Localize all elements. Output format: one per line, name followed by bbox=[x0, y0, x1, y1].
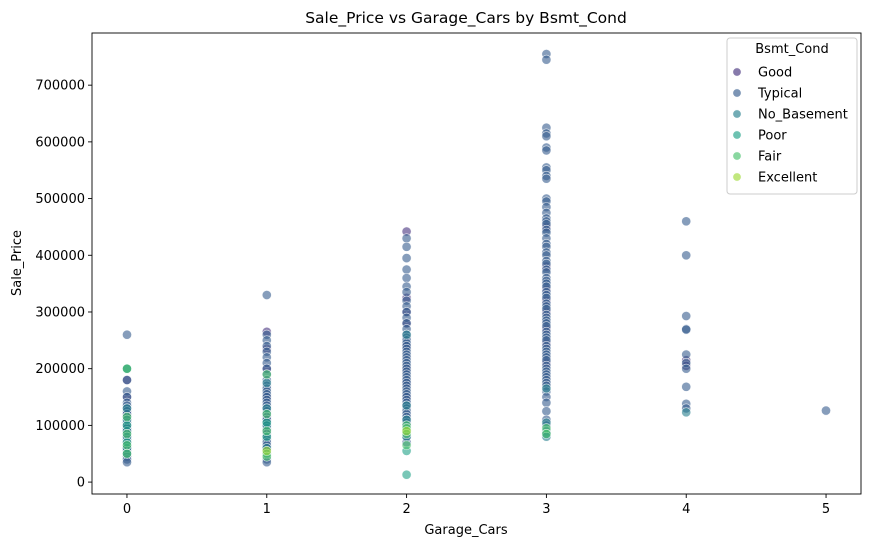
data-point bbox=[541, 428, 552, 439]
data-point bbox=[541, 54, 552, 65]
data-point bbox=[122, 403, 132, 414]
chart-title: Sale_Price vs Garage_Cars by Bsmt_Cond bbox=[305, 9, 627, 28]
legend-marker bbox=[732, 172, 742, 182]
data-point bbox=[122, 375, 132, 385]
legend-marker bbox=[732, 88, 742, 98]
legend: Bsmt_Cond Good Typical No_Basement Poor Fair… bbox=[726, 37, 858, 195]
legend-entry-label: Excellent bbox=[758, 171, 817, 186]
data-point bbox=[122, 440, 132, 451]
y-axis-label: Sale_Price bbox=[10, 230, 25, 296]
data-point bbox=[261, 445, 272, 456]
data-point bbox=[261, 377, 272, 388]
data-point bbox=[122, 428, 132, 439]
x-tick-label: 1 bbox=[263, 502, 271, 517]
data-point bbox=[261, 290, 272, 300]
legend-entry-label: Typical bbox=[757, 87, 802, 102]
legend-marker bbox=[732, 130, 742, 140]
x-axis-label: Garage_Cars bbox=[424, 523, 507, 538]
y-tick-label: 500000 bbox=[35, 192, 85, 207]
data-point bbox=[261, 409, 272, 419]
y-tick-label: 0 bbox=[77, 476, 85, 491]
data-point bbox=[681, 407, 692, 418]
y-tick-label: 200000 bbox=[35, 362, 85, 377]
x-axis-ticks: 0 1 2 3 4 5 bbox=[123, 494, 830, 517]
data-point bbox=[681, 250, 692, 261]
data-point bbox=[681, 381, 692, 392]
data-point bbox=[541, 406, 552, 417]
data-point bbox=[821, 405, 831, 416]
y-tick-label: 300000 bbox=[35, 305, 85, 320]
x-tick-label: 5 bbox=[822, 502, 830, 517]
data-point bbox=[122, 448, 132, 459]
legend-box bbox=[726, 37, 858, 195]
y-tick-label: 400000 bbox=[35, 249, 85, 264]
data-point bbox=[681, 363, 692, 374]
data-point bbox=[401, 241, 412, 252]
y-tick-label: 100000 bbox=[35, 419, 85, 434]
data-point bbox=[122, 420, 132, 431]
y-axis-ticks: 0 100000 200000 300000 400000 500000 600000 700… bbox=[35, 79, 92, 491]
data-point bbox=[541, 145, 552, 156]
x-tick-label: 2 bbox=[402, 502, 410, 517]
data-point bbox=[401, 253, 412, 263]
data-point bbox=[122, 329, 132, 340]
legend-entry-label: Fair bbox=[758, 150, 782, 165]
data-point bbox=[401, 264, 412, 275]
y-tick-label: 700000 bbox=[35, 79, 85, 94]
legend-title: Bsmt_Cond bbox=[755, 42, 828, 57]
legend-marker bbox=[732, 151, 742, 161]
data-point bbox=[122, 411, 132, 422]
data-point bbox=[541, 173, 552, 184]
data-point bbox=[261, 369, 272, 380]
data-point bbox=[401, 329, 412, 340]
data-point bbox=[681, 216, 692, 227]
x-tick-label: 0 bbox=[123, 502, 131, 517]
data-point bbox=[541, 131, 552, 142]
data-point bbox=[681, 349, 692, 360]
data-point bbox=[681, 324, 692, 335]
points-layer bbox=[122, 49, 831, 480]
data-point bbox=[681, 311, 692, 321]
legend-entry-label: No_Basement bbox=[758, 108, 848, 123]
x-tick-label: 4 bbox=[682, 502, 690, 517]
data-point bbox=[401, 400, 412, 411]
data-point bbox=[401, 273, 412, 283]
legend-entry-label: Good bbox=[758, 66, 792, 81]
data-point bbox=[401, 287, 412, 297]
legend-marker bbox=[732, 109, 742, 119]
data-point bbox=[541, 383, 552, 394]
data-point bbox=[122, 363, 132, 374]
x-tick-label: 3 bbox=[542, 502, 550, 517]
data-point bbox=[401, 233, 412, 244]
data-point bbox=[401, 440, 412, 451]
data-point bbox=[541, 397, 552, 408]
data-point bbox=[401, 469, 412, 480]
legend-entry-label: Poor bbox=[758, 129, 787, 144]
legend-marker bbox=[732, 67, 742, 77]
data-point bbox=[122, 457, 132, 468]
data-point bbox=[401, 426, 412, 436]
plot-frame bbox=[91, 32, 862, 495]
data-point bbox=[261, 417, 272, 428]
y-tick-label: 600000 bbox=[35, 135, 85, 150]
data-point bbox=[261, 426, 272, 436]
